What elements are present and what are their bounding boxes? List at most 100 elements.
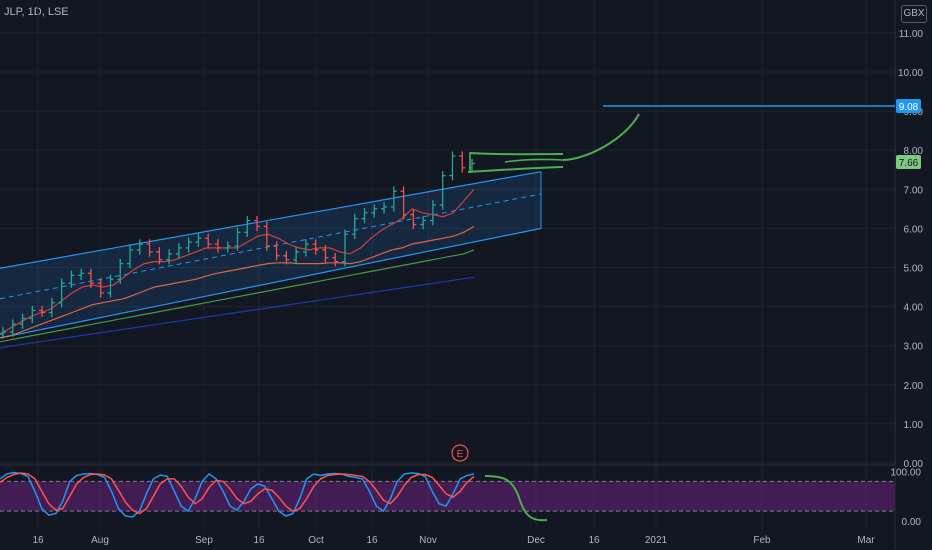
oscillator-projection-sketch	[484, 475, 548, 522]
time-tick-label: Mar	[857, 535, 875, 546]
ohlc-bar	[244, 215, 251, 238]
price-tick-label: 8.00	[904, 146, 924, 157]
ohlc-bar	[136, 239, 143, 255]
ohlc-bar	[58, 278, 65, 308]
ohlc-bar	[146, 239, 153, 257]
ohlc-bar	[195, 233, 202, 247]
ohlc-bar	[312, 239, 319, 255]
stochastic-lines	[0, 471, 475, 518]
ohlc-bar	[410, 210, 417, 230]
ohlc-bar	[283, 251, 290, 265]
projection-sketch-lower	[467, 166, 564, 173]
channel-mid-line	[0, 193, 542, 300]
sketch-drawings	[467, 113, 640, 522]
channel-upper-line	[0, 171, 542, 269]
ohlc-bar	[175, 243, 182, 259]
target-price-tag	[896, 99, 921, 113]
ohlc-bar	[19, 313, 26, 329]
price-tick-label: 11.00	[899, 29, 924, 40]
projection-sketch-upper	[469, 152, 564, 156]
ohlc-bar	[87, 268, 94, 288]
ohlc-bar	[439, 170, 446, 210]
time-tick-label: Sep	[195, 535, 213, 546]
time-tick-label: Oct	[308, 535, 324, 546]
projection-sketch-breakout	[562, 113, 640, 161]
time-tick-label: Feb	[753, 535, 771, 546]
time-tick-label: 16	[588, 535, 600, 546]
ohlc-bar	[224, 241, 231, 253]
ticker-label: JLP, 1D, LSE	[4, 6, 69, 18]
ohlc-bar	[459, 151, 466, 173]
ohlc-bar	[420, 215, 427, 230]
ohlc-bar	[68, 270, 75, 288]
earnings-event-icon[interactable]	[451, 444, 469, 462]
time-tick-label: Nov	[419, 535, 437, 546]
ohlc-bar	[97, 278, 104, 298]
oscillator-tick-label: 100.00	[890, 468, 921, 479]
channel-lower-line	[0, 227, 542, 339]
price-tick-label: 7.00	[904, 185, 924, 196]
ohlc-bar	[381, 202, 388, 214]
oscillator-band-fill	[0, 481, 895, 512]
ohlc-bar	[127, 245, 134, 269]
ohlc-bar	[332, 253, 339, 267]
ema-long-line	[0, 276, 475, 349]
oscillator-axis: 100.00 0.00	[890, 468, 921, 529]
ohlc-bar	[361, 208, 368, 224]
price-tick-label: 4.00	[904, 303, 924, 314]
ohlc-bar	[429, 200, 436, 226]
ohlc-bar	[234, 227, 241, 251]
ohlc-bar	[449, 151, 456, 181]
ohlc-bar	[322, 245, 329, 263]
ohlc-bar	[205, 233, 212, 249]
price-tick-label: 1.00	[904, 420, 924, 431]
time-tick-label: 16	[32, 535, 44, 546]
time-tick-label: 16	[366, 535, 378, 546]
ohlc-bar	[0, 327, 6, 339]
ohlc-bar	[107, 274, 114, 298]
ohlc-bar	[390, 186, 397, 212]
ohlc-bar	[9, 319, 16, 337]
stoch-k-line	[0, 471, 475, 518]
price-tick-label: 0.00	[904, 459, 924, 470]
ohlc-bar	[156, 247, 163, 265]
last-price-tag	[896, 155, 921, 169]
oscillator-tick-label: 0.00	[902, 517, 922, 528]
ohlc-bar	[78, 268, 85, 281]
last-price-label: 7.66	[899, 158, 919, 169]
ohlc-bar	[293, 247, 300, 265]
grid-lines	[0, 0, 895, 532]
price-tick-label: 10.00	[898, 68, 923, 79]
price-tick-label: 2.00	[904, 381, 924, 392]
ohlc-bar	[341, 229, 348, 267]
ohlc-bar	[185, 237, 192, 253]
earnings-event-label: E	[457, 449, 464, 460]
price-axis: 11.0010.009.008.007.006.005.004.003.002.…	[898, 29, 923, 470]
price-bars	[0, 151, 475, 339]
time-tick-label: 2021	[645, 535, 668, 546]
stoch-d-line	[0, 472, 475, 515]
target-price-label: 9.08	[899, 102, 919, 113]
price-tick-label: 6.00	[904, 224, 924, 235]
ohlc-bar	[39, 305, 46, 318]
time-tick-label: Aug	[91, 535, 109, 546]
ema-mid-line	[0, 225, 475, 339]
ohlc-bar	[400, 186, 407, 220]
ohlc-bar	[302, 239, 309, 257]
ohlc-bar	[214, 239, 221, 253]
ema-slow-line	[0, 249, 475, 343]
ohlc-bar	[29, 305, 36, 324]
time-tick-label: 16	[253, 535, 265, 546]
price-tick-label: 3.00	[904, 342, 924, 353]
ohlc-bar	[48, 297, 55, 318]
ohlc-bar	[166, 249, 173, 265]
ohlc-bar	[371, 204, 378, 218]
ohlc-bar	[254, 215, 261, 232]
currency-button[interactable]: GBX	[901, 5, 927, 23]
ohlc-bar	[351, 213, 358, 239]
time-tick-label: Dec	[527, 535, 545, 546]
projection-sketch-mid	[504, 158, 564, 163]
channel-fill	[0, 171, 541, 338]
ohlc-bar	[117, 258, 124, 284]
